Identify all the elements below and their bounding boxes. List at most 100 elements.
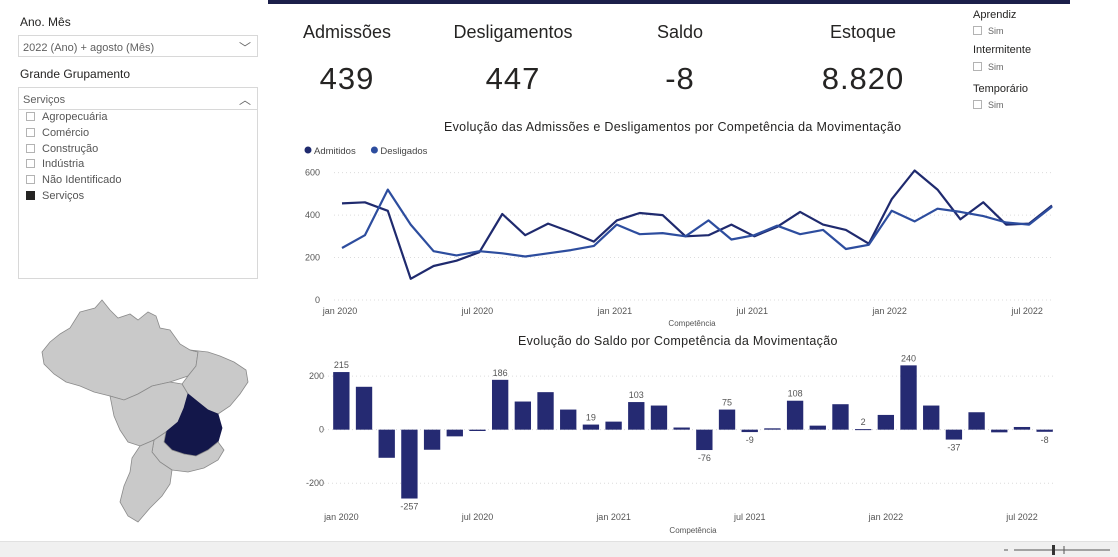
saldo-bar[interactable]	[491, 379, 509, 430]
kpi-desligamentos-value: 447	[485, 61, 541, 96]
x-tick-label: jul 2022	[1005, 512, 1038, 522]
zoom-thumb[interactable]	[1052, 545, 1055, 555]
saldo-bar[interactable]	[945, 429, 963, 440]
saldo-bar[interactable]	[923, 405, 940, 430]
bar-chart-title: Evolução do Saldo por Competência da Mov…	[518, 334, 838, 348]
checkbox-icon[interactable]	[26, 175, 35, 184]
temporario-sim-option[interactable]: Sim	[973, 100, 1004, 110]
saldo-bar[interactable]	[741, 429, 758, 433]
y-tick-label: 200	[309, 371, 324, 381]
saldo-bar[interactable]	[628, 402, 645, 430]
bar-data-label: 2	[861, 417, 866, 427]
option-label: Construção	[42, 143, 99, 155]
group-option[interactable]: Agropecuária	[26, 111, 107, 125]
option-label: Sim	[988, 62, 1004, 72]
saldo-bar[interactable]	[582, 424, 600, 430]
checkbox-icon[interactable]	[26, 112, 35, 121]
checkbox-icon[interactable]	[26, 128, 35, 137]
saldo-bar[interactable]	[469, 429, 486, 431]
saldo-bar[interactable]	[718, 409, 736, 430]
saldo-bar[interactable]	[605, 421, 622, 430]
y-tick-label: -200	[306, 478, 324, 488]
group-option[interactable]: Indústria	[26, 158, 84, 172]
kpi-saldo-value: -8	[665, 61, 695, 96]
checkbox-icon[interactable]	[973, 100, 982, 109]
line-chart: Admitidos Desligados 0 200 400 600 jan 2020 jul…	[304, 146, 1053, 328]
option-label: Não Identificado	[42, 174, 122, 186]
saldo-bar[interactable]	[650, 405, 668, 430]
saldo-bar[interactable]	[854, 429, 872, 431]
saldo-bar[interactable]	[1013, 426, 1031, 430]
saldo-bar[interactable]	[1036, 429, 1053, 432]
bar-data-label: -8	[1041, 435, 1049, 445]
group-option[interactable]: Comércio	[26, 127, 89, 141]
y-tick-label: 0	[319, 425, 324, 435]
saldo-bar[interactable]	[968, 412, 985, 430]
saldo-bar[interactable]	[514, 401, 532, 430]
legend-label[interactable]: Admitidos	[314, 146, 356, 157]
checkbox-checked-icon[interactable]	[26, 191, 35, 200]
saldo-bar[interactable]	[991, 429, 1008, 433]
y-tick-label: 400	[305, 210, 320, 220]
checkbox-icon[interactable]	[26, 144, 35, 153]
saldo-bar[interactable]	[333, 372, 350, 430]
series-line-admitidos[interactable]	[341, 169, 1053, 280]
saldo-bar[interactable]	[560, 409, 577, 430]
bar-data-label: 103	[629, 390, 644, 400]
group-dropdown-value: Serviços	[23, 94, 66, 106]
aprendiz-sim-option[interactable]: Sim	[973, 26, 1004, 36]
saldo-bar[interactable]	[446, 429, 463, 437]
chevron-down-icon: ﹀	[238, 41, 251, 55]
saldo-bar[interactable]	[764, 428, 781, 430]
header-accent-bar	[268, 0, 1070, 4]
month-dropdown-value: 2022 (Ano) + agosto (Mês)	[23, 42, 155, 54]
x-tick-label: jul 2021	[735, 306, 768, 316]
x-tick-label: jan 2022	[871, 306, 907, 316]
checkbox-icon[interactable]	[973, 26, 982, 35]
group-option[interactable]: Serviços	[26, 190, 84, 204]
aprendiz-slicer-label: Aprendiz	[973, 9, 1017, 21]
saldo-bar[interactable]	[537, 392, 554, 430]
x-tick-label: jan 2020	[322, 306, 358, 316]
saldo-bar[interactable]	[786, 400, 804, 430]
option-label: Serviços	[42, 190, 85, 202]
saldo-bar[interactable]	[423, 429, 441, 450]
saldo-bar[interactable]	[832, 404, 849, 430]
checkbox-icon[interactable]	[26, 159, 35, 168]
group-dropdown[interactable]: Serviços ︿	[18, 87, 258, 110]
bar-data-label: 240	[901, 353, 916, 363]
x-tick-label: jan 2021	[597, 306, 633, 316]
saldo-bar[interactable]	[673, 427, 690, 430]
kpi-admissoes-label: Admissões	[302, 22, 392, 42]
kpi-desligamentos-label: Desligamentos	[453, 22, 573, 42]
bar-data-label: -76	[698, 453, 711, 463]
legend-marker[interactable]	[370, 146, 378, 154]
saldo-bar[interactable]	[401, 429, 418, 499]
option-label: Indústria	[42, 158, 85, 170]
saldo-bar[interactable]	[378, 429, 395, 458]
x-tick-label: jan 2022	[868, 512, 904, 522]
checkbox-icon[interactable]	[973, 62, 982, 71]
option-label: Sim	[988, 26, 1004, 36]
saldo-bar[interactable]	[900, 365, 917, 430]
saldo-bar[interactable]	[809, 425, 826, 430]
kpi-saldo-label: Saldo	[656, 22, 704, 42]
option-label: Sim	[988, 100, 1004, 110]
group-option-list: Agropecuária Comércio Construção Indústr…	[18, 110, 258, 279]
x-axis-title: Competência	[668, 319, 716, 328]
saldo-bar[interactable]	[696, 429, 713, 451]
saldo-bar[interactable]	[355, 386, 373, 430]
zoom-slider[interactable]	[1002, 544, 1112, 556]
map-region-south[interactable]	[119, 439, 173, 523]
y-tick-label: 600	[305, 168, 320, 178]
intermitente-sim-option[interactable]: Sim	[973, 62, 1004, 72]
x-tick-label: jul 2022	[1010, 306, 1043, 316]
group-option[interactable]: Não Identificado	[26, 174, 122, 188]
legend-label[interactable]: Desligados	[380, 146, 427, 157]
month-dropdown[interactable]: 2022 (Ano) + agosto (Mês) ﹀	[18, 35, 258, 57]
series-line-desligados[interactable]	[341, 188, 1053, 258]
x-tick-label: jul 2020	[461, 306, 494, 316]
group-option[interactable]: Construção	[26, 143, 98, 157]
saldo-bar[interactable]	[877, 414, 895, 430]
legend-marker[interactable]	[304, 146, 312, 154]
